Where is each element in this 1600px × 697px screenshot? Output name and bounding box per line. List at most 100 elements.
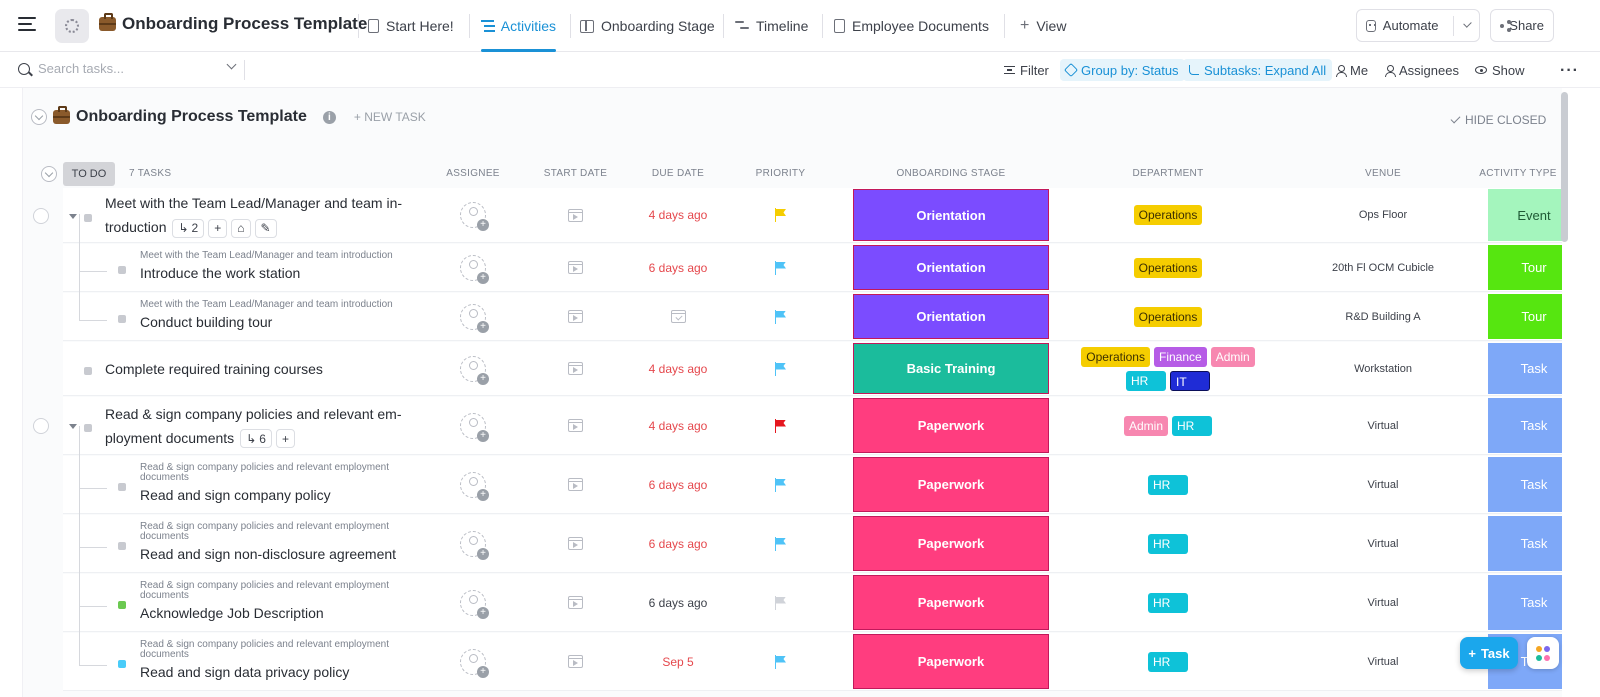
priority-cell[interactable] bbox=[748, 633, 813, 690]
add-assignee-icon[interactable] bbox=[460, 303, 489, 333]
start-date-cell[interactable] bbox=[538, 397, 613, 454]
status-icon[interactable] bbox=[118, 266, 126, 274]
stage-badge[interactable]: Paperwork bbox=[853, 575, 1049, 630]
tab-employee-documents[interactable]: Employee Documents bbox=[834, 0, 989, 52]
table-row[interactable]: Read & sign company policies and relevan… bbox=[63, 486, 1562, 632]
tab-activities[interactable]: Activities bbox=[481, 0, 556, 52]
start-date-cell[interactable] bbox=[538, 456, 613, 513]
me-button[interactable]: Me bbox=[1336, 59, 1368, 81]
filter-button[interactable]: Filter bbox=[1004, 59, 1049, 81]
list-title[interactable]: Onboarding Process Template bbox=[53, 106, 307, 126]
stage-badge[interactable]: Paperwork bbox=[853, 457, 1049, 512]
status-icon[interactable] bbox=[84, 213, 92, 222]
status-icon[interactable] bbox=[118, 483, 126, 491]
tab-start-here[interactable]: Start Here! bbox=[368, 0, 454, 52]
start-date-cell[interactable] bbox=[538, 574, 613, 631]
department-cell[interactable]: HR bbox=[1073, 574, 1263, 631]
table-row[interactable]: Read & sign company policies and relevan… bbox=[33, 397, 1562, 455]
assignees-button[interactable]: Assignees bbox=[1385, 59, 1459, 81]
department-cell[interactable]: HR bbox=[1073, 515, 1263, 572]
task-name[interactable]: Meet with the Team Lead/Manager and team… bbox=[140, 249, 393, 281]
activity-type-badge[interactable]: Task bbox=[1488, 343, 1562, 394]
department-cell[interactable]: Operations Finance Admin HR IT bbox=[1073, 342, 1263, 395]
table-row[interactable]: Read & sign company policies and relevan… bbox=[63, 427, 1562, 573]
venue-cell[interactable]: 20th Fl OCM Cubicle bbox=[1331, 261, 1435, 274]
activity-type-badge[interactable]: Task bbox=[1488, 516, 1562, 571]
activity-type-badge[interactable]: Event bbox=[1488, 189, 1562, 241]
subtask-count-button[interactable]: ↳ 6 bbox=[240, 429, 272, 449]
tab-onboarding-stage[interactable]: Onboarding Stage bbox=[580, 0, 715, 52]
status-icon[interactable] bbox=[118, 660, 126, 668]
table-row[interactable]: Meet with the Team Lead/Manager and team… bbox=[33, 188, 1562, 243]
stage-badge[interactable]: Orientation bbox=[853, 294, 1049, 339]
status-icon[interactable] bbox=[118, 601, 126, 609]
table-row[interactable]: Read & sign company policies and relevan… bbox=[63, 545, 1562, 691]
scrollbar[interactable] bbox=[1561, 92, 1568, 242]
due-date-cell[interactable] bbox=[643, 293, 713, 340]
tag-icon[interactable]: ⌂ bbox=[231, 218, 251, 238]
department-cell[interactable]: Admin HR bbox=[1073, 397, 1263, 454]
start-date-cell[interactable] bbox=[538, 293, 613, 340]
column-onboarding-stage[interactable]: ONBOARDING STAGE bbox=[896, 168, 1006, 179]
select-checkbox[interactable] bbox=[33, 418, 49, 434]
chevron-down-icon[interactable] bbox=[226, 59, 237, 70]
department-cell[interactable]: Operations bbox=[1073, 244, 1263, 291]
due-date-cell[interactable]: 6 days ago bbox=[648, 536, 708, 551]
task-name[interactable]: Complete required training courses bbox=[105, 360, 323, 377]
department-cell[interactable]: HR bbox=[1073, 456, 1263, 513]
status-icon[interactable] bbox=[84, 367, 92, 375]
due-date-cell[interactable]: 6 days ago bbox=[648, 595, 708, 610]
venue-cell[interactable]: Virtual bbox=[1367, 419, 1399, 432]
stage-badge[interactable]: Paperwork bbox=[853, 398, 1049, 453]
venue-cell[interactable]: Virtual bbox=[1367, 596, 1399, 609]
add-assignee-icon[interactable] bbox=[460, 412, 489, 442]
table-row[interactable]: Read & sign company policies and relevan… bbox=[63, 426, 1562, 514]
task-name[interactable]: Meet with the Team Lead/Manager and team… bbox=[105, 188, 425, 242]
assignee-cell[interactable] bbox=[443, 188, 503, 242]
priority-cell[interactable] bbox=[748, 456, 813, 513]
column-start-date[interactable]: START DATE bbox=[543, 168, 608, 179]
chevron-down-icon[interactable] bbox=[1463, 19, 1472, 28]
add-assignee-icon[interactable] bbox=[460, 530, 489, 560]
venue-cell[interactable]: Virtual bbox=[1367, 655, 1399, 668]
priority-cell[interactable] bbox=[748, 574, 813, 631]
task-name[interactable]: Read & sign company policies and relevan… bbox=[105, 397, 425, 454]
stage-badge[interactable]: Paperwork bbox=[853, 634, 1049, 689]
add-task-button[interactable]: + Task bbox=[1460, 637, 1518, 669]
stage-badge[interactable]: Orientation bbox=[853, 245, 1049, 290]
activity-type-badge[interactable]: Task bbox=[1488, 457, 1562, 512]
venue-cell[interactable]: Virtual bbox=[1367, 537, 1399, 550]
add-assignee-icon[interactable] bbox=[460, 471, 489, 501]
priority-cell[interactable] bbox=[748, 515, 813, 572]
status-icon[interactable] bbox=[84, 424, 92, 432]
column-priority[interactable]: PRIORITY bbox=[755, 168, 806, 179]
task-name[interactable]: Read & sign company policies and relevan… bbox=[140, 638, 390, 680]
start-date-cell[interactable] bbox=[538, 633, 613, 690]
column-venue[interactable]: VENUE bbox=[1365, 168, 1401, 179]
stage-badge[interactable]: Orientation bbox=[853, 189, 1049, 241]
priority-cell[interactable] bbox=[748, 293, 813, 340]
column-department[interactable]: DEPARTMENT bbox=[1132, 168, 1204, 179]
column-assignee[interactable]: ASSIGNEE bbox=[446, 168, 500, 179]
due-date-cell[interactable]: 4 days ago bbox=[648, 361, 708, 376]
task-name[interactable]: Read & sign company policies and relevan… bbox=[140, 579, 390, 621]
venue-cell[interactable]: Virtual bbox=[1367, 478, 1399, 491]
add-subtask-button[interactable]: + bbox=[208, 218, 228, 238]
start-date-cell[interactable] bbox=[538, 342, 613, 395]
new-task-button[interactable]: + NEW TASK bbox=[353, 110, 426, 124]
assignee-cell[interactable] bbox=[443, 633, 503, 690]
apps-icon[interactable] bbox=[1527, 637, 1559, 669]
start-date-cell[interactable] bbox=[538, 188, 613, 242]
activity-type-badge[interactable]: Tour bbox=[1488, 294, 1562, 339]
activity-type-badge[interactable]: Tour bbox=[1488, 245, 1562, 290]
share-button[interactable]: Share bbox=[1490, 9, 1554, 42]
add-assignee-icon[interactable] bbox=[460, 355, 489, 385]
menu-icon[interactable] bbox=[18, 17, 36, 33]
due-date-cell[interactable]: 4 days ago bbox=[648, 208, 708, 222]
add-assignee-icon[interactable] bbox=[460, 254, 489, 284]
venue-cell[interactable]: Workstation bbox=[1354, 362, 1412, 375]
show-button[interactable]: Show bbox=[1475, 59, 1525, 81]
task-name[interactable]: Meet with the Team Lead/Manager and team… bbox=[140, 298, 393, 330]
expand-icon[interactable] bbox=[69, 213, 77, 219]
table-row[interactable]: Meet with the Team Lead/Manager and team… bbox=[63, 215, 1562, 341]
